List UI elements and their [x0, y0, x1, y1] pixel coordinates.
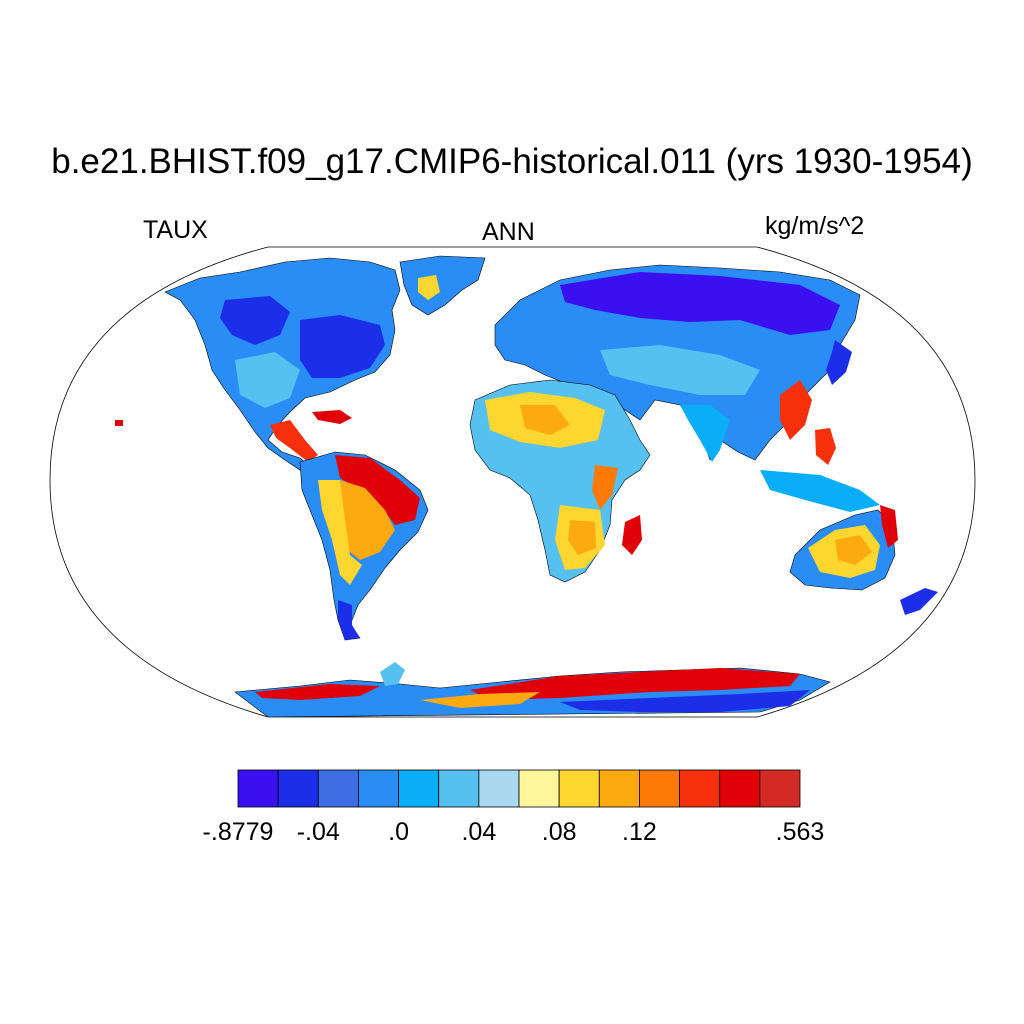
- siberia-dark: [560, 272, 840, 335]
- colorbar-box: [518, 769, 560, 808]
- south-america-dark-tip: [338, 600, 360, 640]
- caribbean-islands: [312, 410, 352, 424]
- central-america-red: [270, 420, 318, 462]
- colorbar-box: [277, 769, 319, 808]
- east-africa-orange: [592, 465, 618, 510]
- colorbar-box: [558, 769, 600, 808]
- colorbar-box: [598, 769, 640, 808]
- madagascar: [622, 515, 642, 555]
- greenland-landmass: [399, 255, 486, 316]
- central-asia-light: [600, 345, 760, 395]
- east-australia-red: [880, 505, 898, 548]
- south-america-yellow: [318, 480, 362, 585]
- sahara-orange: [520, 405, 570, 435]
- new-zealand: [900, 588, 938, 615]
- india-landmass: [680, 405, 730, 462]
- colorbar-tick-label: -.04: [297, 818, 340, 846]
- colorbar-box: [759, 769, 801, 808]
- north-america-dark-west: [220, 296, 290, 345]
- units-label: kg/m/s^2: [765, 212, 865, 240]
- antarctica-red-west: [255, 684, 380, 700]
- colorbar-box: [317, 769, 359, 808]
- north-america-light: [235, 352, 300, 408]
- colorbar-box: [237, 769, 279, 808]
- colorbar-tick-label: -.8779: [203, 818, 274, 846]
- colorbar-tick-label: .08: [542, 818, 577, 846]
- colorbar-tick-label: .04: [461, 818, 496, 846]
- colorbar-tick-label: .563: [776, 818, 825, 846]
- colorbar-tick-label: .0: [388, 818, 409, 846]
- colorbar-box: [679, 769, 721, 808]
- colorbar-box: [358, 769, 399, 808]
- antarctic-peninsula: [380, 662, 405, 686]
- east-asia-red: [780, 380, 812, 440]
- season-label: ANN: [482, 218, 535, 246]
- southeast-asia-islands: [760, 470, 880, 512]
- antarctica-red-east: [470, 668, 800, 700]
- colorbar-box: [398, 769, 440, 808]
- hawaii-dot: [115, 420, 123, 426]
- plot-title: b.e21.BHIST.f09_g17.CMIP6-historical.011…: [51, 142, 973, 181]
- colorbar-box: [639, 769, 680, 808]
- variable-label: TAUX: [143, 216, 208, 244]
- south-america-orange: [340, 480, 395, 560]
- southern-africa-orange: [568, 520, 596, 555]
- antarctica-dark-band: [560, 690, 810, 712]
- colorbar-box: [719, 769, 761, 808]
- colorbar-box: [478, 769, 520, 808]
- colorbar-tick-label: .12: [622, 818, 657, 846]
- south-america-red: [335, 455, 420, 525]
- north-america-dark-east: [300, 315, 385, 378]
- antarctica-orange-band: [420, 692, 540, 708]
- greenland-yellow: [418, 275, 440, 300]
- colorbar-box: [438, 769, 480, 808]
- australia-orange: [835, 535, 872, 565]
- japan: [826, 340, 852, 385]
- philippines: [815, 428, 836, 465]
